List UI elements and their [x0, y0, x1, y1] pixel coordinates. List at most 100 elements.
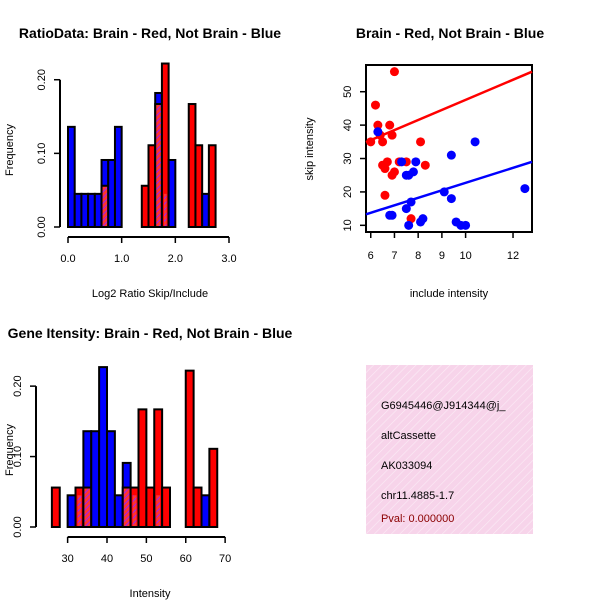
y-tick-label: 0.20 — [36, 69, 48, 90]
y-tick-label: 0.00 — [12, 516, 24, 537]
intensity-hist-title: Gene Itensity: Brain - Red, Not Brain - … — [8, 325, 293, 341]
point-red — [389, 67, 399, 77]
x-tick-label: 6 — [368, 250, 374, 262]
point-red — [380, 190, 390, 200]
point-blue — [446, 150, 456, 160]
bar-brain — [161, 486, 171, 528]
bar-not-brain — [113, 494, 124, 529]
x-tick-label: 60 — [180, 553, 192, 565]
x-tick-label: 9 — [439, 250, 445, 262]
bar-not-brain — [167, 158, 177, 228]
bar-brain — [160, 62, 170, 229]
bar-brain — [187, 103, 197, 228]
point-red — [370, 100, 380, 110]
info-panel: G6945446@J914344@j_ altCassette AK033094… — [366, 365, 533, 534]
scatter-frame — [365, 64, 533, 233]
point-blue — [408, 167, 418, 177]
point-blue — [397, 157, 407, 167]
scatter-xlabel: include intensity — [410, 288, 489, 300]
bar-not-brain — [98, 366, 108, 528]
point-red — [387, 130, 397, 140]
bar-brain — [153, 408, 164, 528]
point-blue — [446, 194, 456, 204]
bar-brain — [140, 184, 150, 229]
bar-brain — [207, 144, 217, 229]
x-tick-label: 2.0 — [168, 253, 183, 265]
point-red — [389, 167, 399, 177]
y-tick-label: 0.10 — [12, 446, 24, 467]
x-tick-label: 1.0 — [114, 253, 129, 265]
info-pval: Pval: 0.000000 — [381, 513, 454, 525]
scatter-ylabel: skip intensity — [304, 117, 316, 180]
y-tick-label: 40 — [342, 119, 354, 131]
x-tick-label: 3.0 — [221, 253, 236, 265]
bar-brain — [50, 486, 61, 528]
y-tick-label: 50 — [342, 86, 354, 98]
x-tick-label: 10 — [459, 250, 471, 262]
intensity-hist-axes: 30 40 50 60 70 0.00 0.10 0.20 — [12, 375, 231, 565]
point-blue — [406, 197, 416, 207]
x-tick-label: 8 — [415, 250, 421, 262]
y-tick-label: 10 — [342, 219, 354, 231]
scatter-title: Brain - Red, Not Brain - Blue — [356, 25, 544, 41]
point-red — [366, 137, 376, 147]
intensity-histogram-panel: Gene Itensity: Brain - Red, Not Brain - … — [4, 325, 293, 600]
point-blue — [439, 187, 449, 197]
x-tick-label: 30 — [62, 553, 74, 565]
bar-not-brain — [90, 430, 101, 529]
intensity-hist-bars — [50, 366, 219, 529]
fit-line-blue — [365, 160, 533, 216]
y-tick-label: 0.20 — [12, 375, 24, 396]
bar-not-brain — [113, 125, 123, 228]
point-red — [382, 157, 392, 167]
ratio-hist-title: RatioData: Brain - Red, Not Brain - Blue — [19, 25, 281, 41]
bar-brain — [208, 447, 219, 528]
x-tick-label: 40 — [101, 553, 113, 565]
bar-brain — [147, 144, 157, 229]
scatter-panel: Brain - Red, Not Brain - Blue 6 7 8 9 10 12 10… — [304, 25, 544, 300]
bar-not-brain — [93, 192, 103, 228]
scatter-points — [365, 67, 533, 230]
point-blue — [461, 220, 471, 230]
info-accession: AK033094 — [381, 460, 432, 472]
bar-not-brain — [87, 192, 96, 228]
point-blue — [520, 184, 530, 194]
bar-not-brain — [106, 430, 116, 529]
bar-not-brain — [107, 158, 116, 228]
intensity-hist-xlabel: Intensity — [130, 588, 171, 600]
x-tick-label: 12 — [507, 250, 519, 262]
point-red — [373, 120, 383, 130]
bar-overlap — [77, 495, 82, 526]
bar-not-brain — [200, 494, 211, 529]
scatter-axes: 6 7 8 9 10 12 10 20 30 40 50 — [342, 86, 519, 262]
point-blue — [470, 137, 480, 147]
bar-not-brain — [73, 192, 83, 228]
y-tick-label: 20 — [342, 186, 354, 198]
point-blue — [373, 127, 383, 137]
bar-overlap — [132, 495, 137, 526]
point-blue — [411, 157, 421, 167]
bar-not-brain — [67, 125, 76, 228]
bar-brain-overlap — [82, 486, 93, 528]
point-blue — [401, 204, 411, 214]
bar-brain-overlap — [154, 103, 163, 228]
x-tick-label: 7 — [391, 250, 397, 262]
info-location: chr11.4885-1.7 — [381, 490, 454, 502]
ratio-hist-bars — [67, 62, 217, 229]
x-tick-label: 50 — [140, 553, 152, 565]
bar-brain — [184, 369, 195, 529]
bar-not-brain — [66, 494, 77, 529]
info-event-type: altCassette — [381, 430, 436, 442]
ratio-hist-ylabel: Frequency — [4, 124, 16, 176]
bar-overlap — [156, 495, 161, 526]
bar-brain — [137, 408, 148, 528]
x-tick-label: 0.0 — [60, 253, 75, 265]
point-red — [420, 160, 430, 170]
bar-brain — [145, 486, 156, 528]
bar-brain-overlap — [100, 184, 110, 229]
point-blue — [404, 220, 414, 230]
bar-not-brain — [201, 192, 210, 228]
intensity-hist-ylabel: Frequency — [4, 424, 16, 476]
bar-brain — [192, 486, 203, 528]
